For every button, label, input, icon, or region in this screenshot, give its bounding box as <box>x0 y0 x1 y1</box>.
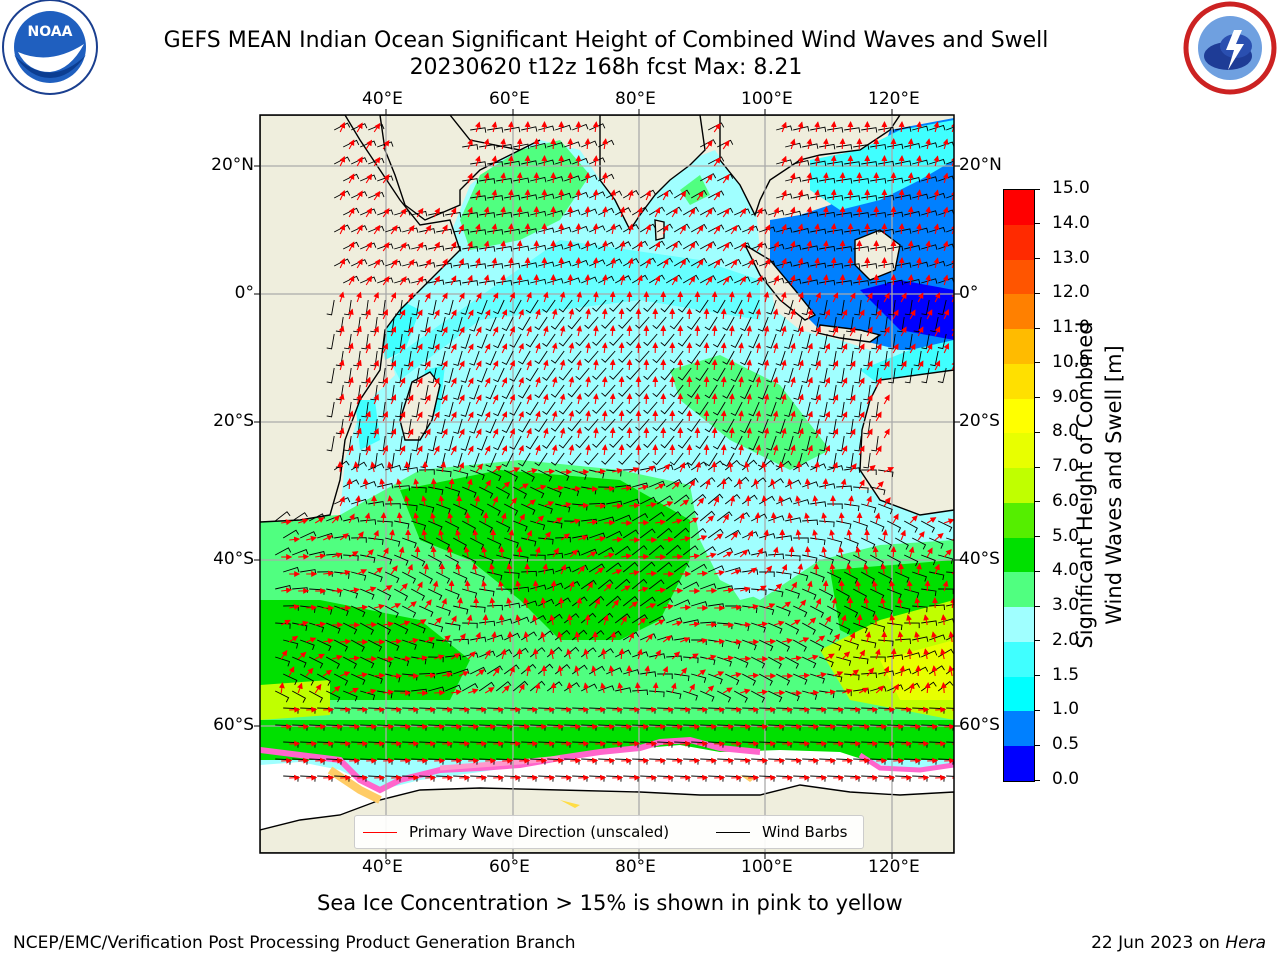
nws-logo <box>1178 0 1280 100</box>
colorbar-segment <box>1004 329 1034 364</box>
colorbar-tick-label: 0.0 <box>1052 769 1080 789</box>
colorbar-tick <box>1034 744 1040 746</box>
colorbar-segment <box>1004 502 1034 538</box>
noaa-logo-text: NOAA <box>28 24 73 40</box>
colorbar-tick-label: 8.0 <box>1052 421 1080 442</box>
colorbar-title-line1: Significant Height of Combined <box>1073 321 1097 649</box>
lon-label-top: 120°E <box>868 89 920 109</box>
lon-label-bottom: 60°E <box>489 857 530 877</box>
colorbar-segment <box>1004 224 1034 260</box>
colorbar-tick <box>1034 640 1040 642</box>
sea-ice-note: Sea Ice Concentration > 15% is shown in … <box>317 891 903 915</box>
colorbar-tick-label: 4.0 <box>1052 560 1080 581</box>
colorbar-tick-label: 1.5 <box>1052 664 1080 685</box>
map-frame <box>259 114 955 854</box>
colorbar-segment <box>1004 572 1034 608</box>
colorbar-segment <box>1004 294 1034 330</box>
lat-label-right: 20°N <box>959 155 1002 175</box>
lat-label-right: 60°S <box>959 715 1000 735</box>
colorbar-tick <box>1034 605 1040 607</box>
wind-barbs-swatch <box>716 831 750 833</box>
legend-wave-label: Primary Wave Direction (unscaled) <box>409 823 670 841</box>
colorbar-segment <box>1004 537 1034 573</box>
colorbar-tick <box>1034 327 1040 329</box>
colorbar-segment <box>1004 433 1034 469</box>
lon-label-bottom: 40°E <box>362 857 403 877</box>
colorbar-tick-label: 7.0 <box>1052 456 1080 477</box>
colorbar-tick-label: 11.0 <box>1052 317 1090 338</box>
colorbar-tick <box>1034 397 1040 399</box>
colorbar-segment <box>1004 607 1034 642</box>
colorbar-tick-label: 5.0 <box>1052 525 1080 546</box>
lon-label-top: 80°E <box>615 89 656 109</box>
legend-wave-direction: Primary Wave Direction (unscaled) <box>363 823 669 841</box>
colorbar-tick <box>1034 223 1040 225</box>
colorbar-tick <box>1034 431 1040 433</box>
colorbar-tick <box>1034 675 1040 677</box>
lat-label-right: 40°S <box>959 549 1000 569</box>
colorbar-segment <box>1004 468 1034 503</box>
colorbar-tick <box>1034 709 1040 711</box>
wave-direction-swatch <box>363 831 397 833</box>
colorbar-title-line2: Wind Waves and Swell [m] <box>1102 345 1126 625</box>
lon-label-bottom: 120°E <box>868 857 920 877</box>
machine-name: Hera <box>1225 933 1266 953</box>
colorbar-segment <box>1004 711 1034 747</box>
colorbar-tick-label: 14.0 <box>1052 212 1090 233</box>
colorbar-tick-label: 15.0 <box>1052 178 1090 198</box>
lat-label-left: 60°S <box>213 715 254 735</box>
colorbar-segment <box>1004 189 1034 225</box>
chart-title: GEFS MEAN Indian Ocean Significant Heigh… <box>163 28 1049 53</box>
colorbar-tick <box>1034 501 1040 503</box>
colorbar-segment <box>1004 676 1034 712</box>
lon-label-top: 40°E <box>362 89 403 109</box>
colorbar-tick <box>1034 570 1040 572</box>
date-footer: 22 Jun 2023 on Hera <box>1091 933 1266 953</box>
lat-label-left: 20°S <box>213 411 254 431</box>
lon-label-bottom: 80°E <box>615 857 656 877</box>
lat-label-left: 40°S <box>213 549 254 569</box>
legend-wind-barbs: Wind Barbs <box>716 823 847 841</box>
lat-label-left: 20°N <box>211 155 254 175</box>
lat-label-left: 0° <box>234 283 254 303</box>
colorbar-tick <box>1034 292 1040 294</box>
colorbar <box>1003 189 1035 782</box>
colorbar-tick <box>1034 536 1040 538</box>
colorbar-tick <box>1034 188 1040 190</box>
lat-label-right: 20°S <box>959 411 1000 431</box>
colorbar-segment <box>1004 363 1034 399</box>
noaa-logo: NOAA <box>0 0 100 100</box>
wave-direction-layer <box>278 121 954 781</box>
colorbar-segment <box>1004 746 1034 781</box>
colorbar-segment <box>1004 641 1034 677</box>
colorbar-tick-label: 1.0 <box>1052 699 1080 720</box>
colorbar-tick <box>1034 258 1040 260</box>
colorbar-tick-label: 10.0 <box>1052 351 1090 372</box>
colorbar-segment <box>1004 398 1034 434</box>
colorbar-tick-label: 12.0 <box>1052 282 1090 303</box>
colorbar-tick-label: 2.0 <box>1052 629 1080 650</box>
colorbar-tick-label: 13.0 <box>1052 247 1090 268</box>
colorbar-tick-label: 0.5 <box>1052 734 1080 755</box>
lon-label-top: 60°E <box>489 89 530 109</box>
lon-label-top: 100°E <box>741 89 793 109</box>
map-legend: Primary Wave Direction (unscaled) Wind B… <box>354 815 864 849</box>
colorbar-tick <box>1034 466 1040 468</box>
colorbar-tick-label: 3.0 <box>1052 595 1080 616</box>
lon-label-bottom: 100°E <box>741 857 793 877</box>
credit-footer: NCEP/EMC/Verification Post Processing Pr… <box>13 933 576 953</box>
colorbar-segment <box>1004 259 1034 295</box>
colorbar-tick <box>1034 779 1040 781</box>
colorbar-tick <box>1034 362 1040 364</box>
colorbar-tick-label: 9.0 <box>1052 386 1080 407</box>
date-text: 22 Jun 2023 on <box>1091 933 1226 953</box>
colorbar-tick-label: 6.0 <box>1052 490 1080 511</box>
chart-subtitle: 20230620 t12z 168h fcst Max: 8.21 <box>409 55 803 80</box>
lat-label-right: 0° <box>959 283 979 303</box>
legend-barbs-label: Wind Barbs <box>762 823 848 841</box>
